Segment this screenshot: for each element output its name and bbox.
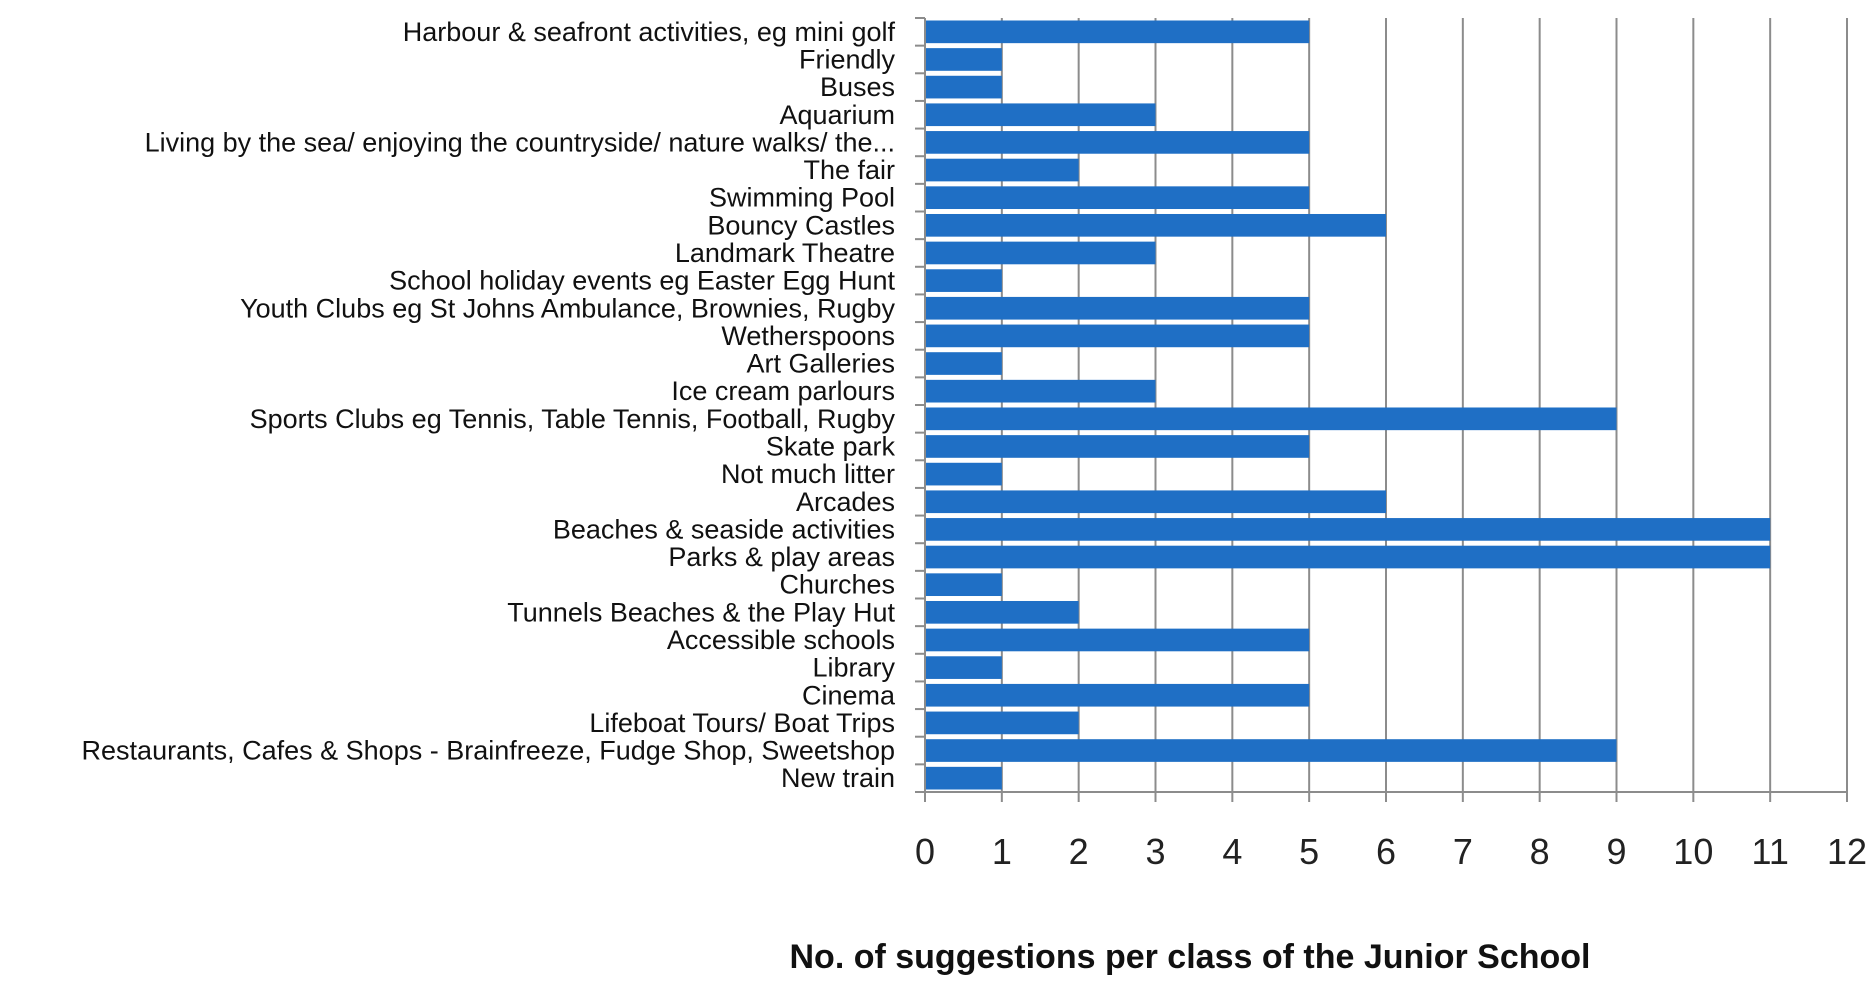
x-tick-label: 1 — [992, 831, 1012, 872]
category-label: Art Galleries — [746, 349, 895, 379]
x-tick-label: 7 — [1453, 831, 1473, 872]
bar-1 — [925, 20, 1310, 44]
x-tick-label: 4 — [1222, 831, 1242, 872]
x-tick-labels: 0 1 2 3 4 5 6 7 8 9 10 11 12 — [915, 831, 1867, 872]
bar-12 — [925, 324, 1310, 348]
x-tick-label: 11 — [1751, 831, 1788, 872]
bar-19 — [925, 518, 1771, 541]
x-tick-label: 6 — [1376, 831, 1396, 872]
bar-4 — [925, 103, 1156, 127]
category-label: Arcades — [796, 487, 895, 517]
category-label: Landmark Theatre — [675, 238, 895, 268]
bar-26 — [925, 711, 1079, 735]
bar-25 — [925, 683, 1310, 707]
axes — [915, 17, 1848, 802]
x-tick-label: 9 — [1606, 831, 1626, 872]
category-label: The fair — [803, 155, 895, 185]
category-label: Wetherspoons — [721, 321, 895, 351]
bar-5 — [925, 131, 1310, 154]
bar-28 — [925, 766, 1002, 790]
bar-2 — [925, 48, 1002, 71]
bar-3 — [925, 75, 1002, 99]
category-label: Tunnels Beaches & the Play Hut — [507, 597, 895, 627]
category-label: Swimming Pool — [709, 183, 895, 213]
x-tick-label: 5 — [1299, 831, 1319, 872]
bar-13 — [925, 352, 1002, 375]
x-tick-label: 12 — [1827, 831, 1867, 872]
category-label: Restaurants, Cafes & Shops - Brainfreeze… — [82, 736, 895, 766]
bars — [925, 20, 1771, 790]
category-label: Aquarium — [779, 100, 895, 130]
category-label: Sports Clubs eg Tennis, Table Tennis, Fo… — [250, 404, 896, 434]
bar-22 — [925, 600, 1079, 624]
bar-8 — [925, 213, 1386, 237]
x-tick-label: 8 — [1530, 831, 1550, 872]
category-label: Not much litter — [721, 459, 895, 489]
category-label: Harbour & seafront activities, eg mini g… — [403, 17, 896, 47]
category-label: Churches — [779, 570, 895, 600]
bar-20 — [925, 545, 1771, 569]
bar-18 — [925, 490, 1386, 514]
bar-21 — [925, 573, 1002, 597]
category-label: New train — [781, 763, 895, 793]
bar-11 — [925, 296, 1310, 320]
bar-6 — [925, 158, 1079, 182]
x-tick-label: 0 — [915, 831, 935, 872]
x-tick-label: 10 — [1673, 831, 1713, 872]
category-label: Beaches & seaside activities — [553, 514, 895, 544]
category-label: Friendly — [799, 44, 896, 74]
bar-14 — [925, 379, 1156, 403]
bar-23 — [925, 628, 1310, 652]
category-label: Ice cream parlours — [671, 376, 895, 406]
category-label: Bouncy Castles — [707, 210, 895, 240]
category-label: Accessible schools — [667, 625, 895, 655]
bar-17 — [925, 462, 1002, 486]
category-label: Buses — [820, 72, 895, 102]
bar-9 — [925, 241, 1156, 265]
bar-7 — [925, 186, 1310, 210]
x-tick-label: 2 — [1069, 831, 1089, 872]
x-tick-label: 3 — [1145, 831, 1165, 872]
bar-16 — [925, 435, 1310, 458]
bar-27 — [925, 739, 1617, 762]
category-label: Parks & play areas — [668, 542, 895, 572]
bar-15 — [925, 407, 1617, 431]
category-label: Library — [812, 653, 895, 683]
category-labels: Harbour & seafront activities, eg mini g… — [82, 17, 896, 793]
bar-24 — [925, 656, 1002, 679]
category-label: Skate park — [766, 431, 896, 461]
x-axis-title: No. of suggestions per class of the Juni… — [790, 938, 1591, 976]
category-label: Cinema — [802, 680, 896, 710]
category-label: Living by the sea/ enjoying the countrys… — [145, 127, 895, 157]
category-label: School holiday events eg Easter Egg Hunt — [389, 266, 895, 296]
category-label: Youth Clubs eg St Johns Ambulance, Brown… — [240, 293, 895, 323]
category-label: Lifeboat Tours/ Boat Trips — [589, 708, 895, 738]
bar-10 — [925, 269, 1002, 292]
